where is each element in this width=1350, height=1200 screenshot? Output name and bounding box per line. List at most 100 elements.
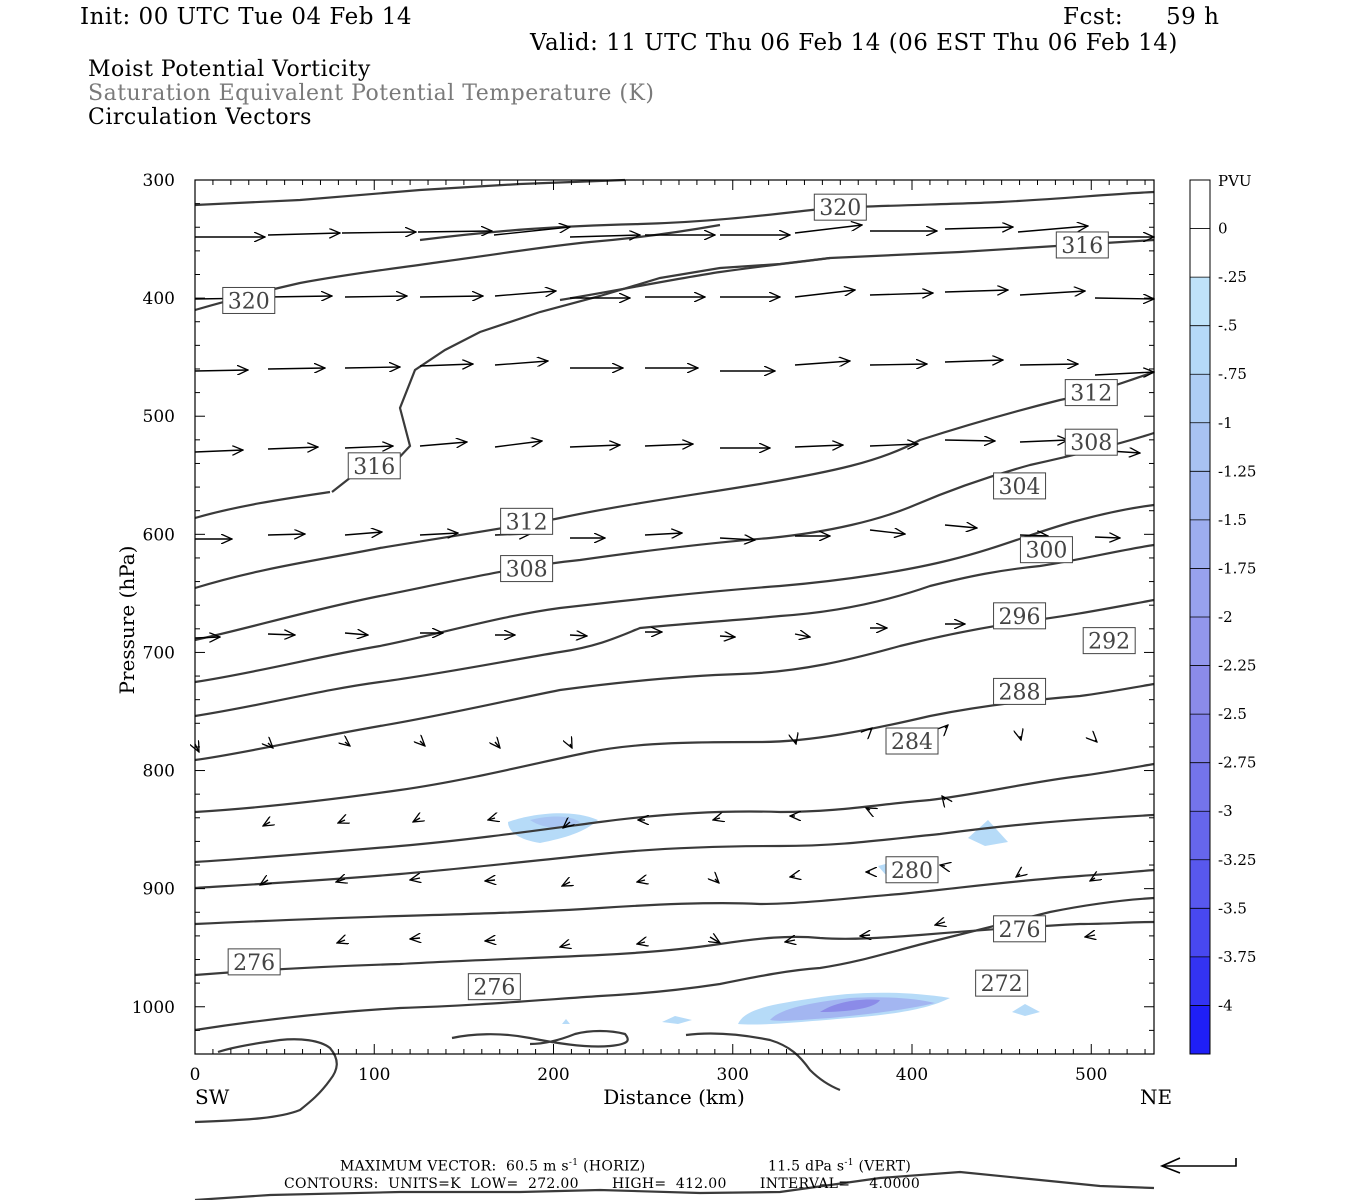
wind-vector bbox=[194, 637, 220, 638]
wind-vector bbox=[794, 445, 843, 447]
contour-label: 276 bbox=[467, 973, 521, 1001]
wind-vector bbox=[267, 368, 325, 369]
contour-label-box bbox=[1082, 627, 1136, 655]
forecast-hour: 59 h bbox=[1166, 4, 1220, 30]
wind-vector bbox=[1019, 535, 1048, 536]
wind-vector bbox=[344, 532, 382, 535]
colorbar-label: -2.5 bbox=[1218, 705, 1247, 723]
contour-label-box bbox=[813, 193, 867, 221]
colorbar-swatch bbox=[1190, 1005, 1210, 1055]
contour-label-box bbox=[1019, 536, 1073, 564]
wind-vector bbox=[644, 444, 693, 446]
contour-label-text: 280 bbox=[891, 859, 933, 884]
wind-vector bbox=[1019, 291, 1085, 295]
wind-vector bbox=[1094, 537, 1120, 538]
contour-label: 316 bbox=[1055, 231, 1109, 259]
wind-vector bbox=[869, 444, 918, 446]
colorbar-label: -3.5 bbox=[1218, 899, 1247, 917]
wind-vector bbox=[419, 533, 458, 535]
wind-vector bbox=[637, 880, 645, 882]
y-tick-label: 300 bbox=[143, 171, 175, 191]
colorbar-swatch bbox=[1190, 762, 1210, 812]
contour-line bbox=[194, 178, 626, 207]
colorbar-label: -2.75 bbox=[1218, 754, 1256, 772]
init-time: Init: 00 UTC Tue 04 Feb 14 bbox=[80, 4, 413, 30]
contour-label-text: 300 bbox=[1025, 539, 1067, 564]
contour-label-text: 308 bbox=[506, 558, 548, 583]
wind-vector bbox=[338, 820, 345, 823]
contour-label-box bbox=[500, 555, 554, 583]
contour-label: 276 bbox=[993, 915, 1047, 943]
contour-label-text: 320 bbox=[819, 196, 861, 221]
wind-vector bbox=[794, 225, 862, 234]
wind-vector bbox=[944, 440, 995, 441]
contour-label-text: 312 bbox=[1070, 382, 1112, 407]
wind-vector bbox=[869, 364, 927, 365]
contour-label-box bbox=[1064, 379, 1118, 407]
contour-label-text: 312 bbox=[506, 510, 548, 535]
colorbar-swatch bbox=[1190, 519, 1210, 569]
wind-vector bbox=[945, 725, 948, 728]
contour-label-box bbox=[993, 602, 1047, 630]
colorbar-swatch bbox=[1190, 956, 1210, 1006]
contour-label-box bbox=[467, 973, 521, 1001]
pv-area bbox=[1012, 1004, 1040, 1016]
contour-line bbox=[685, 1032, 841, 1092]
wind-vector bbox=[1019, 440, 1068, 442]
wind-vector bbox=[488, 818, 495, 820]
contour-label: 276 bbox=[227, 948, 281, 976]
pv-area bbox=[820, 999, 880, 1012]
x-tick-label: 100 bbox=[358, 1065, 390, 1085]
contour-label-text: 272 bbox=[981, 972, 1023, 997]
x-right-endpoint: NE bbox=[1140, 1085, 1172, 1109]
wind-vector bbox=[267, 534, 305, 535]
field-title-pv: Moist Potential Vorticity bbox=[88, 57, 371, 82]
wind-vector bbox=[1090, 878, 1095, 881]
colorbar-label: -1.25 bbox=[1218, 462, 1256, 480]
wind-vector bbox=[794, 634, 810, 637]
wind-vector bbox=[336, 879, 345, 882]
contour-label: 312 bbox=[1064, 379, 1118, 407]
wind-vector bbox=[341, 232, 416, 233]
wind-vector bbox=[1019, 364, 1078, 365]
colorbar-label: -2.25 bbox=[1218, 657, 1256, 675]
wind-vector bbox=[194, 370, 248, 371]
wind-vector bbox=[790, 876, 795, 877]
colorbar-label: -3.75 bbox=[1218, 948, 1256, 966]
x-tick-label: 200 bbox=[537, 1065, 569, 1085]
contour-label-text: 284 bbox=[891, 730, 933, 755]
contour-label-box bbox=[993, 915, 1047, 943]
contour-label: 272 bbox=[975, 969, 1029, 997]
colorbar-label: -1 bbox=[1218, 414, 1233, 432]
contour-label: 284 bbox=[885, 727, 939, 755]
wind-vector bbox=[344, 446, 393, 448]
contour-line bbox=[194, 1038, 338, 1124]
x-tick-label: 500 bbox=[1075, 1065, 1107, 1085]
wind-vector bbox=[935, 922, 945, 925]
wind-vector bbox=[410, 938, 420, 939]
wind-vector bbox=[719, 636, 735, 637]
wind-vector bbox=[869, 293, 933, 295]
y-tick-label: 1000 bbox=[132, 998, 175, 1018]
wind-vector bbox=[569, 635, 587, 636]
wind-vector bbox=[1020, 736, 1021, 740]
contour-line bbox=[194, 370, 1155, 590]
wind-vector bbox=[413, 818, 420, 822]
colorbar-label: -2 bbox=[1218, 608, 1233, 626]
contour-line bbox=[194, 813, 1155, 890]
wind-vector bbox=[1016, 874, 1020, 877]
max-vector-note: MAXIMUM VECTOR: 60.5 m s-1 (HORIZ) bbox=[340, 1158, 646, 1175]
colorbar-swatch bbox=[1190, 374, 1210, 424]
colorbar-swatch bbox=[1190, 325, 1210, 375]
contour-line bbox=[194, 762, 1155, 864]
wind-vector bbox=[1095, 740, 1097, 742]
wind-vector bbox=[563, 822, 570, 828]
pv-area bbox=[968, 820, 1008, 846]
contour-label: 280 bbox=[885, 856, 939, 884]
contour-label-text: 276 bbox=[233, 951, 275, 976]
colorbar-swatch bbox=[1190, 568, 1210, 618]
x-tick-label: 400 bbox=[896, 1065, 928, 1085]
wind-vector bbox=[1094, 298, 1154, 299]
x-tick-label: 0 bbox=[190, 1065, 201, 1085]
